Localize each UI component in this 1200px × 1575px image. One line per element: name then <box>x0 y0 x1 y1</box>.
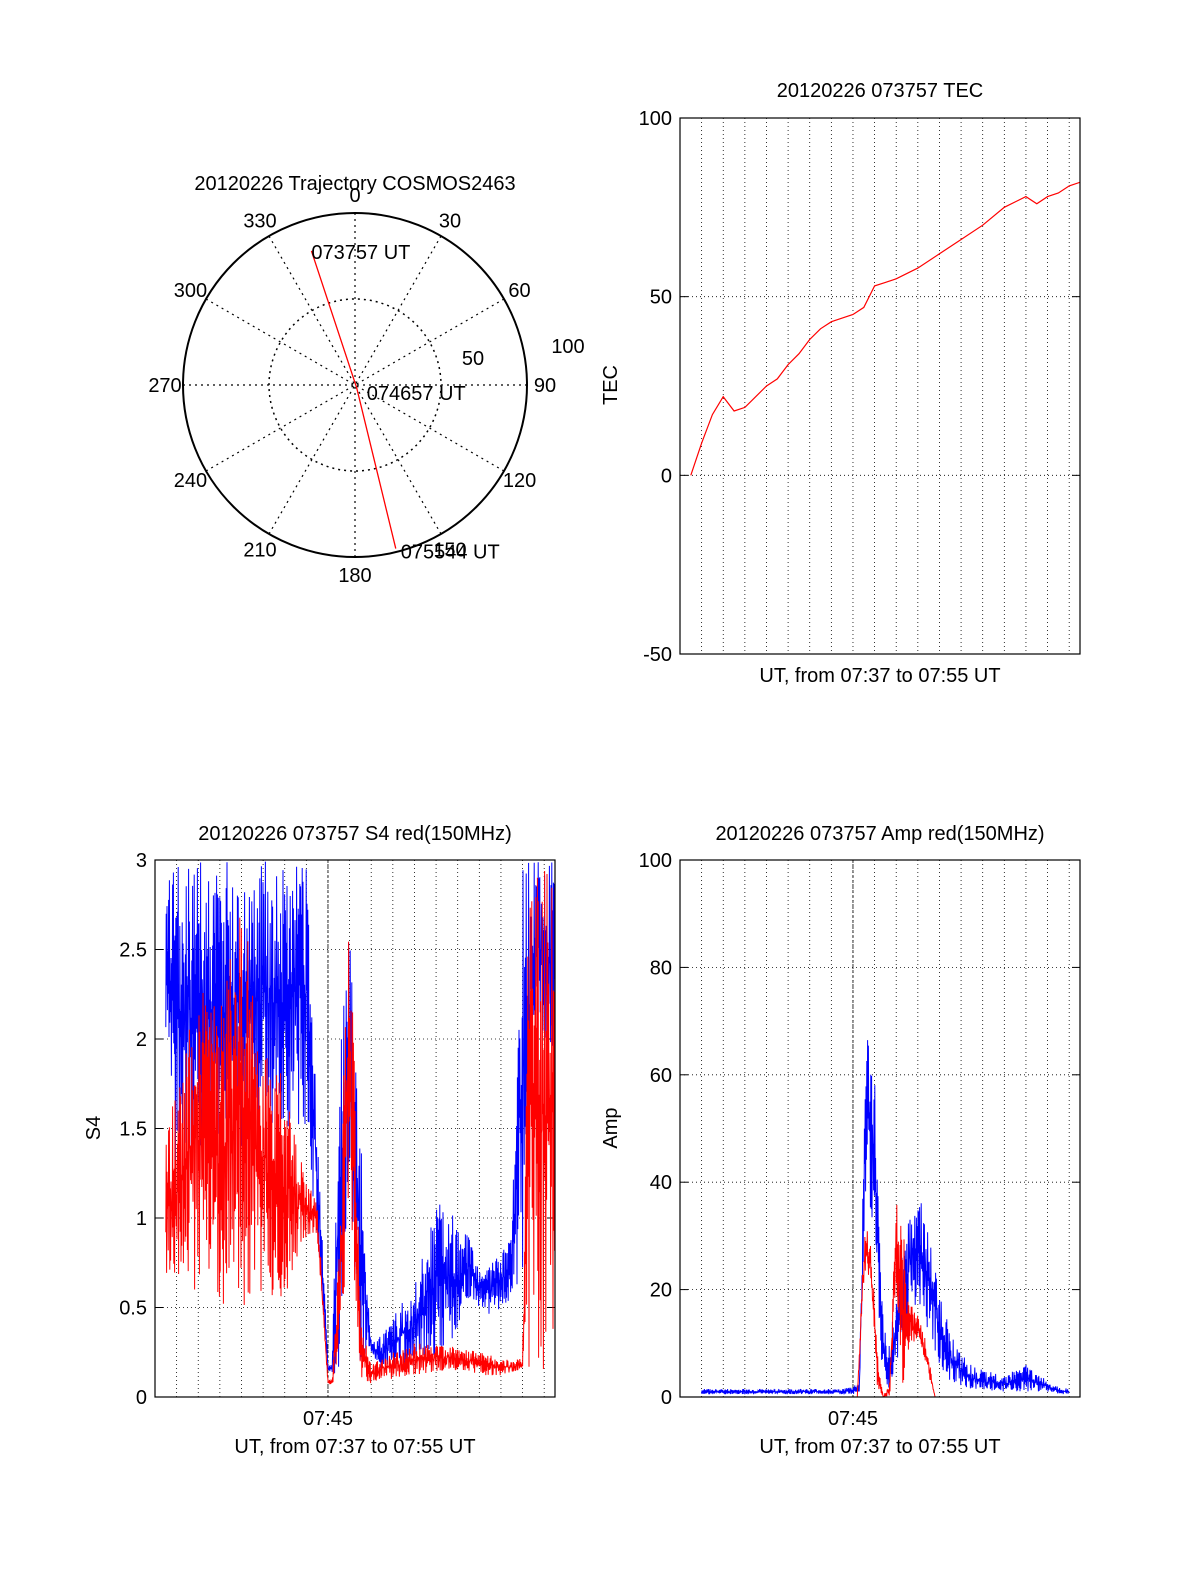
tec-title: 20120226 073757 TEC <box>777 80 983 102</box>
y-tick-label: -50 <box>643 644 672 666</box>
trajectory-point-label: 074657 UT <box>367 383 466 405</box>
polar-angle-label: 270 <box>148 375 181 397</box>
series-trace-red <box>856 1204 936 1397</box>
y-tick-label: 40 <box>650 1172 672 1194</box>
series-group <box>690 181 1080 476</box>
amp-chart: 20120226 073757 Amp red(150MHz) Amp UT, … <box>600 823 1081 1458</box>
y-tick-label: 100 <box>639 850 672 872</box>
series-group <box>701 1040 1070 1397</box>
y-tick-label: 3 <box>136 850 147 872</box>
polar-angle-label: 300 <box>174 280 207 302</box>
trajectory-point-label: 075544 UT <box>401 542 500 564</box>
polar-angle-label: 90 <box>534 375 556 397</box>
s4-ylabel: S4 <box>83 1116 105 1140</box>
y-tick-label: 1 <box>136 1208 147 1230</box>
y-tick-label: 0 <box>136 1387 147 1409</box>
plot-frame <box>679 117 1081 655</box>
polar-angle-label: 210 <box>243 540 276 562</box>
polar-angle-label: 150 <box>433 540 466 562</box>
polar-angle-label: 330 <box>243 210 276 232</box>
trajectory-polar-chart: 20120226 Trajectory COSMOS2463 0 30 60 90 12… <box>148 173 584 587</box>
amp-title: 20120226 073757 Amp red(150MHz) <box>715 823 1044 845</box>
x-tick-label: 07:45 <box>828 1408 878 1430</box>
s4-chart: 20120226 073757 S4 red(150MHz) S4 UT, fr… <box>83 823 556 1458</box>
polar-angle-label: 0 <box>349 185 360 207</box>
amp-ylabel: Amp <box>600 1107 622 1148</box>
y-tick-label: 1.5 <box>119 1119 147 1141</box>
trajectory-point-label: 073757 UT <box>311 242 410 264</box>
tec-chart: 20120226 073757 TEC TEC UT, from 07:37 t… <box>600 80 1081 687</box>
y-tick-label: 0 <box>661 465 672 487</box>
series-trace-red <box>165 870 555 1385</box>
y-tick-label: 50 <box>650 287 672 309</box>
y-tick-label: 0.5 <box>119 1298 147 1320</box>
series-line-red <box>690 181 1080 476</box>
polar-radial-label: 100 <box>551 336 584 358</box>
amp-xlabel: UT, from 07:37 to 07:55 UT <box>759 1436 1000 1458</box>
y-tick-label: 80 <box>650 957 672 979</box>
polar-angle-label: 60 <box>508 280 530 302</box>
y-tick-label: 2.5 <box>119 940 147 962</box>
polar-angle-label: 120 <box>503 470 536 492</box>
polar-radial-label: 50 <box>462 348 484 370</box>
y-tick-label: 60 <box>650 1065 672 1087</box>
series-group <box>165 861 555 1385</box>
y-tick-label: 100 <box>639 108 672 130</box>
tec-ylabel: TEC <box>600 365 622 405</box>
y-tick-label: 20 <box>650 1280 672 1302</box>
trajectory-line <box>310 250 397 549</box>
plot-frame <box>154 859 556 1398</box>
tec-xlabel: UT, from 07:37 to 07:55 UT <box>759 665 1000 687</box>
x-tick-label: 07:45 <box>303 1408 353 1430</box>
trajectory-title: 20120226 Trajectory COSMOS2463 <box>194 173 515 195</box>
polar-angle-label: 240 <box>174 470 207 492</box>
y-tick-label: 2 <box>136 1029 147 1051</box>
s4-title: 20120226 073757 S4 red(150MHz) <box>198 823 512 845</box>
polar-angle-label: 30 <box>439 210 461 232</box>
series-trace-blue <box>701 1040 1070 1395</box>
s4-xlabel: UT, from 07:37 to 07:55 UT <box>234 1436 475 1458</box>
y-tick-label: 0 <box>661 1387 672 1409</box>
plot-frame <box>679 859 1081 1398</box>
polar-angle-label: 180 <box>338 565 371 587</box>
